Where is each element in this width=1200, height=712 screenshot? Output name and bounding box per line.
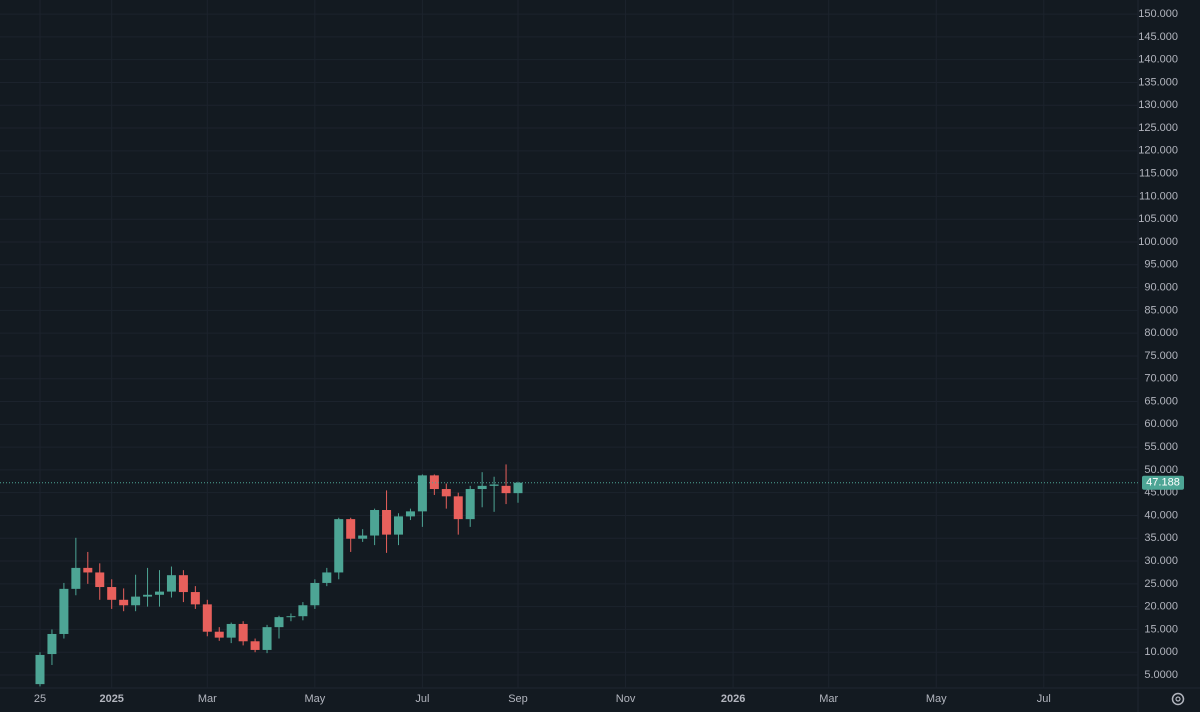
gear-center [1175,696,1181,702]
y-tick-label: 40.000 [1144,509,1178,521]
candle-body [501,485,511,494]
y-tick-label: 100.000 [1138,236,1178,248]
candle-body [262,627,272,650]
candle-body [453,496,463,520]
candle-body [155,591,164,595]
y-tick-label: 75.000 [1144,350,1178,362]
x-tick-label: May [926,693,947,705]
y-tick-label: 20.000 [1144,601,1178,613]
candle-body [238,623,248,642]
y-tick-label: 25.000 [1144,578,1178,590]
candle-body [477,485,487,490]
x-tick-label: Jul [415,693,429,705]
y-tick-label: 90.000 [1144,281,1178,293]
candle-body [250,641,260,650]
candle-body [131,596,141,606]
candle-body [119,599,129,606]
candle-body [322,572,332,583]
y-tick-label: 120.000 [1138,145,1178,157]
candle-body [382,510,392,535]
y-tick-label: 5.0000 [1144,669,1178,681]
candle-body [405,511,415,517]
candle-body [202,604,212,632]
candle-body [417,475,427,512]
candle-body [107,587,117,600]
y-tick-label: 110.000 [1139,190,1178,202]
candle-body [35,654,45,685]
last-price-badge [1142,475,1184,490]
y-tick-label: 130.000 [1138,99,1178,111]
y-tick-label: 125.000 [1138,122,1178,134]
candle-body [346,519,356,539]
candle-body [178,575,188,593]
candle-body [166,575,176,592]
y-tick-label: 65.000 [1144,395,1178,407]
candle-body [358,535,368,539]
y-tick-label: 115.000 [1139,168,1178,180]
x-tick-label: May [304,693,325,705]
y-tick-label: 15.000 [1144,623,1178,635]
y-tick-label: 50.000 [1144,464,1178,476]
candle-body [394,516,403,535]
y-tick-label: 60.000 [1144,418,1178,430]
candle-body [441,489,451,497]
y-tick-label: 70.000 [1144,373,1178,385]
x-tick-label: Nov [616,693,636,705]
y-tick-label: 105.000 [1138,213,1178,225]
candle-body [59,588,69,634]
x-tick-label: Mar [819,693,838,705]
candle-body [71,567,81,589]
candle-body [298,605,308,617]
candle-body [47,633,57,655]
candle-body [83,567,93,573]
last-price-label: 47.188 [1146,477,1180,489]
settings-icon[interactable] [1171,692,1185,706]
candle-body [143,594,153,597]
candle-body [214,631,224,638]
y-tick-label: 145.000 [1138,31,1178,43]
x-tick-label: 2025 [99,693,123,705]
y-tick-label: 135.000 [1138,76,1178,88]
y-tick-label: 30.000 [1144,555,1178,567]
candle-body [95,572,105,588]
x-tick-label: 25 [34,693,46,705]
y-tick-label: 35.000 [1144,532,1178,544]
y-tick-label: 140.000 [1138,54,1178,66]
y-tick-label: 80.000 [1144,327,1178,339]
candle-body [334,519,344,573]
gear-outline [1171,692,1185,706]
y-tick-label: 95.000 [1144,259,1178,271]
x-tick-label: Jul [1037,693,1051,705]
candle-body [190,592,200,605]
x-tick-label: Sep [508,693,528,705]
y-tick-label: 10.000 [1144,646,1178,658]
candle-body [465,489,475,520]
y-tick-label: 55.000 [1144,441,1178,453]
x-tick-label: Mar [198,693,217,705]
candle-body [370,510,380,536]
y-tick-label: 150.000 [1138,8,1178,20]
candle-body [226,623,236,638]
candle-body [429,475,439,490]
candle-body [286,616,296,618]
x-tick-label: 2026 [721,693,745,705]
y-tick-label: 85.000 [1144,304,1178,316]
candle-body [310,582,320,606]
candle-body [513,482,523,494]
candle-body [489,484,499,486]
candle-body [274,617,284,628]
